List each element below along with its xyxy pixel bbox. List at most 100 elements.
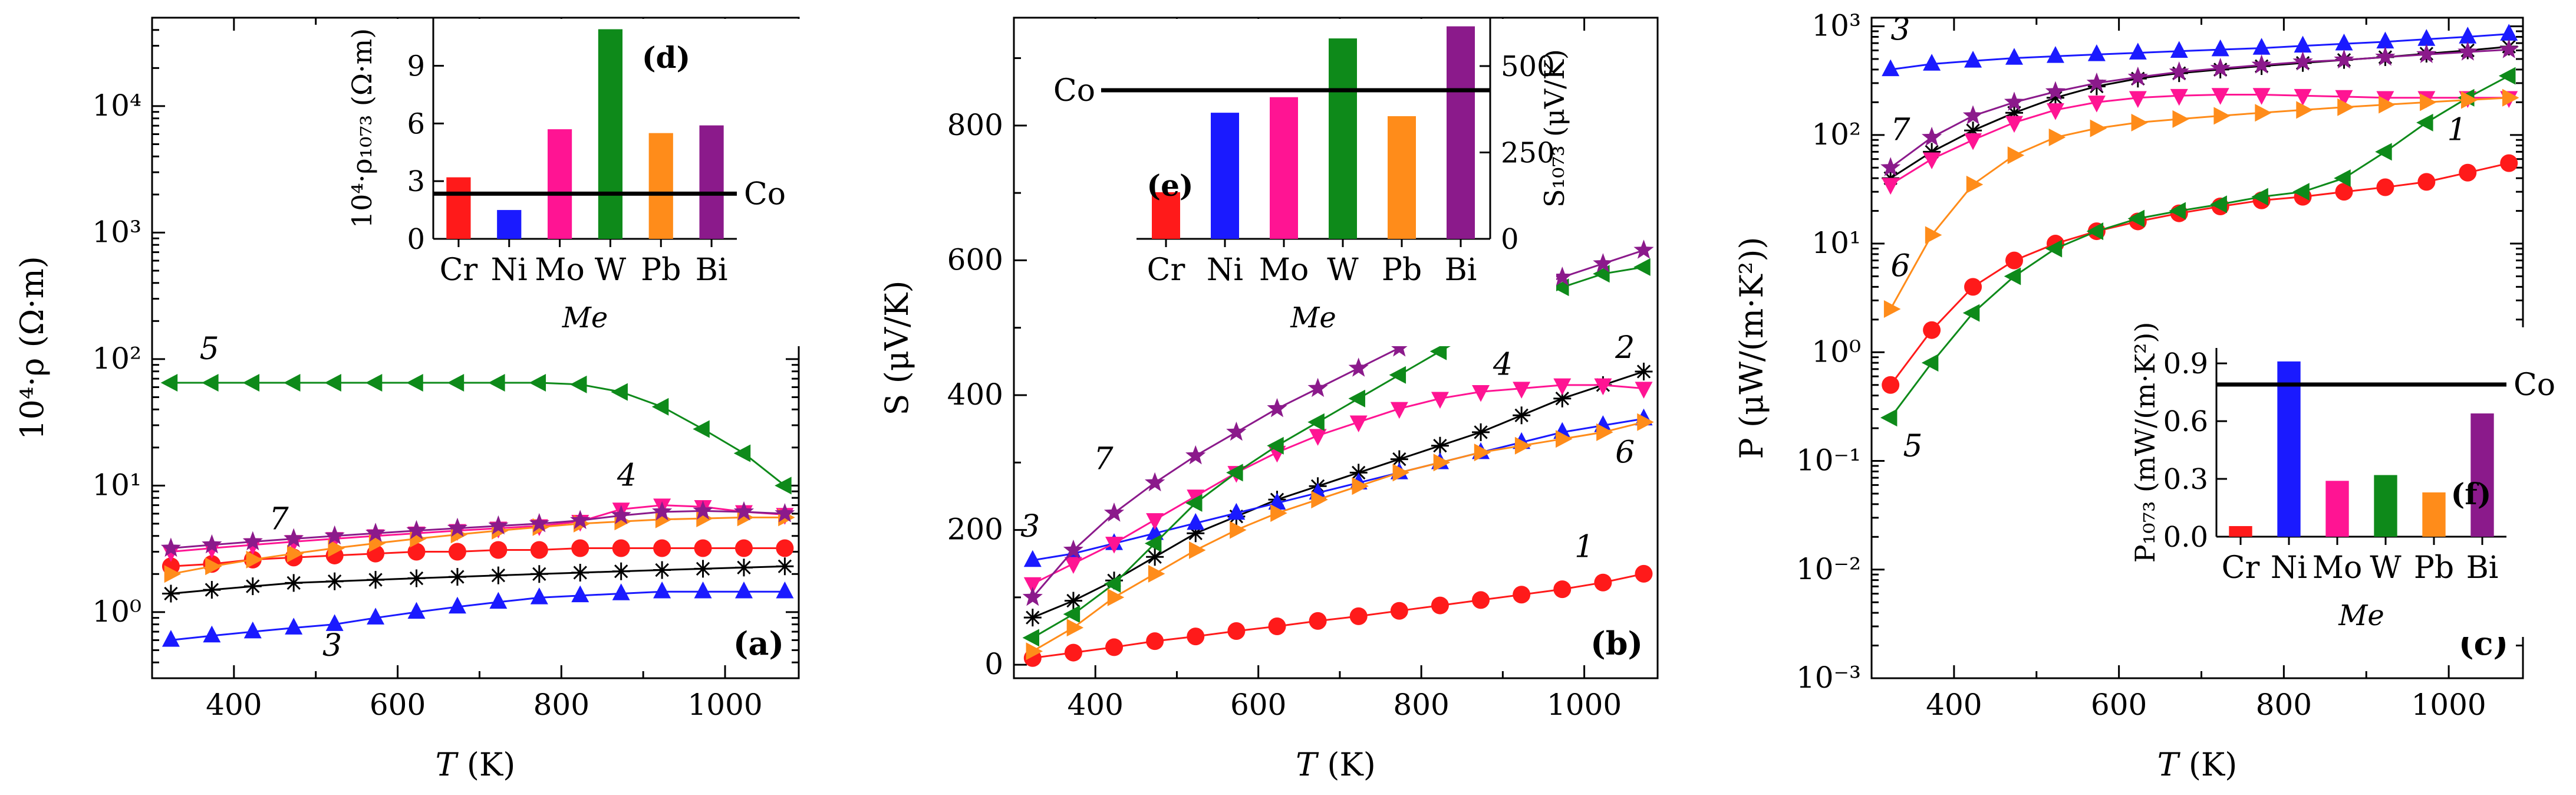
data-point-3	[2005, 48, 2023, 65]
data-point-7	[2045, 81, 2066, 101]
bar-category-W: W	[1327, 252, 1359, 288]
data-point-1	[1513, 586, 1531, 604]
data-point-1	[776, 539, 794, 557]
bar-category-Bi: Bi	[696, 252, 728, 288]
data-point-1	[530, 541, 548, 559]
data-point-7	[1145, 472, 1165, 492]
data-point-1	[2335, 183, 2353, 201]
data-point-7	[652, 501, 673, 521]
data-point-5	[2127, 209, 2145, 228]
curve-label-5: 5	[200, 331, 219, 367]
series-5	[1880, 67, 2516, 427]
data-point-7	[1389, 337, 1409, 357]
data-point-7	[1267, 398, 1287, 418]
data-point-5	[2004, 267, 2021, 285]
data-point-7	[775, 503, 795, 523]
series-group	[1022, 239, 1654, 667]
x-axis-label: T (K)	[2157, 746, 2238, 783]
data-point-1	[2005, 251, 2023, 270]
series-line-6	[1889, 97, 2509, 310]
data-point-7	[529, 513, 549, 533]
data-point-4	[1309, 429, 1327, 446]
data-point-1	[612, 539, 630, 557]
bar-Pb	[2422, 492, 2446, 537]
data-point-3	[2417, 29, 2436, 46]
data-point-5	[324, 374, 341, 392]
data-point-4	[1553, 378, 1572, 396]
series-4	[1882, 88, 2518, 195]
data-point-3	[489, 592, 508, 609]
bar-Cr	[1152, 192, 1180, 239]
series-3	[1882, 24, 2518, 77]
data-point-3	[448, 596, 466, 614]
data-point-7	[1307, 377, 1328, 398]
data-point-5	[2498, 67, 2516, 85]
data-point-4	[2170, 88, 2188, 106]
series-line-3	[1890, 33, 2509, 71]
data-point-7	[365, 523, 386, 542]
y-tick-label: 400	[947, 377, 1003, 412]
data-point-3	[2046, 46, 2064, 63]
data-point-6	[1230, 521, 1247, 539]
data-point-6	[1270, 504, 1287, 522]
data-point-4	[1105, 537, 1124, 554]
data-point-3	[530, 587, 548, 605]
data-point-2	[1635, 363, 1653, 380]
data-point-1	[1882, 376, 1900, 394]
curve-label-4: 4	[617, 458, 637, 493]
data-point-2	[1390, 450, 1408, 468]
series-2	[162, 557, 794, 603]
bar-y-tick-label: 500	[1501, 50, 1555, 83]
y-tick-label: 10³	[1811, 9, 1861, 43]
data-point-5	[160, 374, 178, 392]
data-point-7	[406, 520, 427, 540]
data-point-4	[1882, 178, 1900, 195]
data-point-1	[1064, 643, 1082, 662]
curve-label-3: 3	[1890, 12, 1910, 48]
data-point-2	[653, 561, 671, 579]
plot-border	[1013, 17, 1659, 679]
bar-category-Mo: Mo	[2313, 550, 2363, 586]
data-point-3	[653, 581, 671, 599]
data-point-3	[407, 602, 426, 619]
data-point-2	[325, 572, 344, 590]
data-point-4	[2294, 88, 2312, 106]
bar-y-axis-label: 10⁴·ρ₁₀₇₃ (Ω·m)	[346, 28, 378, 228]
data-point-2	[489, 566, 508, 584]
data-point-3	[776, 581, 794, 599]
data-point-1	[1594, 573, 1612, 592]
data-point-1	[653, 539, 671, 557]
x-tick-label: 400	[206, 688, 262, 722]
data-point-5	[1022, 629, 1040, 647]
data-point-5	[1185, 494, 1203, 512]
data-point-6	[2461, 91, 2478, 109]
data-point-5	[1144, 534, 1162, 553]
bar-W	[1329, 38, 1357, 239]
data-point-7	[2416, 44, 2437, 63]
series-1	[162, 539, 794, 576]
series-1	[1023, 564, 1653, 667]
data-point-2	[243, 577, 262, 596]
data-point-3	[571, 585, 589, 603]
bar-Bi	[699, 125, 724, 239]
data-point-5	[488, 374, 505, 392]
bar-x-axis-label: Me	[562, 301, 608, 334]
data-point-6	[2255, 104, 2272, 122]
x-tick-label: 1000	[2411, 688, 2486, 722]
data-point-1	[489, 541, 508, 559]
bar-Pb	[648, 133, 673, 239]
data-point-6	[1883, 300, 1901, 318]
data-point-5	[1880, 409, 1898, 427]
data-point-2	[612, 562, 630, 580]
data-point-5	[2375, 143, 2392, 161]
data-point-3	[1882, 59, 1900, 77]
inset-panel-label: (d)	[642, 40, 690, 75]
data-point-4	[2005, 116, 2023, 133]
data-point-1	[2376, 178, 2394, 196]
data-point-5	[1103, 575, 1121, 593]
data-point-2	[285, 574, 303, 592]
data-point-5	[2210, 195, 2227, 213]
bar-W	[598, 29, 623, 239]
plot-frame	[151, 17, 800, 679]
